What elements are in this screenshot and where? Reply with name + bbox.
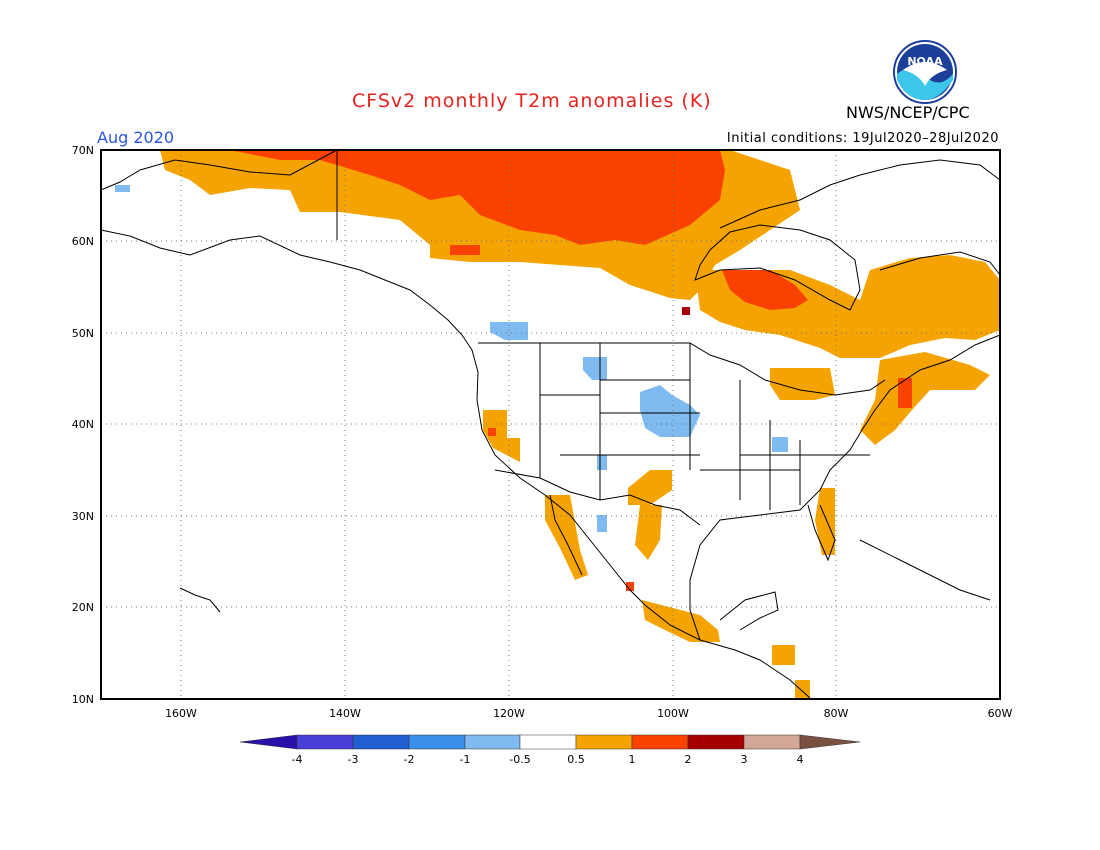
warm-anomaly-greatlakes: [770, 368, 835, 400]
lat-tick-label: 40N: [72, 418, 94, 431]
cool-anomaly-alaska: [115, 185, 130, 192]
cool-anomaly-montana: [583, 357, 607, 380]
cool-anomaly-arizona: [597, 455, 607, 470]
warm-anomaly-strong-dot: [450, 245, 480, 255]
warm-anomaly-mexico-south: [642, 600, 720, 642]
anomaly-fills: [115, 150, 1000, 698]
colorbar-segment: [296, 734, 354, 750]
lat-tick-label: 70N: [72, 144, 94, 157]
lon-tick-label: 160W: [165, 707, 197, 720]
lon-tick-label: 140W: [329, 707, 361, 720]
lon-tick-label: 80W: [824, 707, 849, 720]
cool-anomaly-ohio: [772, 437, 788, 452]
svg-text:NOAA: NOAA: [907, 55, 943, 68]
colorbar-segment: [743, 734, 801, 750]
noaa-logo-icon: NOAA: [893, 40, 957, 104]
colorbar-label: 2: [685, 753, 692, 766]
colorbar-label: -3: [348, 753, 359, 766]
forecast-month: Aug 2020: [97, 128, 175, 147]
colorbar-label: 4: [797, 753, 804, 766]
warm-anomaly-centralamerica: [772, 645, 795, 665]
colorbar-high-arrow: [799, 734, 861, 750]
agency-label: NWS/NCEP/CPC: [846, 103, 970, 122]
warm-anomaly-texas: [628, 470, 672, 505]
colorbar-label: -2: [404, 753, 415, 766]
warm-anomaly-strong-north: [230, 150, 725, 245]
colorbar-segment: [631, 734, 689, 750]
warm-anomaly-strong-northeast: [898, 378, 912, 408]
lat-tick-label: 20N: [72, 601, 94, 614]
warm-anomaly-florida: [815, 488, 835, 555]
colorbar-label: -0.5: [509, 753, 530, 766]
lat-tick-label: 50N: [72, 327, 94, 340]
warm-anomaly-baja: [545, 495, 588, 580]
country-borders: [336, 150, 886, 526]
colorbar-label: 0.5: [567, 753, 585, 766]
colorbar-low-arrow: [239, 734, 298, 750]
colorbar-label: 3: [741, 753, 748, 766]
lat-tick-label: 30N: [72, 510, 94, 523]
colorbar-label: -1: [460, 753, 471, 766]
map-title: CFSv2 monthly T2m anomalies (K): [352, 90, 712, 112]
warm-anomaly-mexico-west: [635, 505, 662, 560]
lat-tick-label: 10N: [72, 693, 94, 706]
lon-tick-label: 120W: [493, 707, 525, 720]
warm-anomaly-california: [483, 410, 520, 462]
colorbar-label: 1: [629, 753, 636, 766]
colorbar-segment: [352, 734, 410, 750]
colorbar-label: -4: [292, 753, 303, 766]
colorbar-segment: [408, 734, 466, 750]
warm-anomaly-strong-spot-2: [626, 582, 634, 591]
colorbar-segment: [687, 734, 745, 750]
lon-tick-label: 100W: [657, 707, 689, 720]
colorbar-segment: [575, 734, 633, 750]
lon-tick-label: 60W: [988, 707, 1013, 720]
warm-anomaly-northeast: [860, 352, 990, 445]
lat-tick-label: 60N: [72, 235, 94, 248]
colorbar-segment: [519, 734, 577, 750]
warm-anomaly-extreme-spot: [682, 307, 690, 315]
colorbar-segment: [464, 734, 521, 750]
coastlines: [100, 149, 1001, 699]
map-frame: [100, 149, 1001, 700]
warm-anomaly-strong-hudson: [722, 270, 808, 310]
lon-axis: 160W 140W 120W 100W 80W 60W: [165, 707, 1012, 720]
lat-axis: 70N 60N 50N 40N 30N 20N 10N: [72, 144, 94, 706]
initial-conditions: Initial conditions: 19Jul2020–28Jul2020: [726, 131, 999, 146]
warm-anomaly-centralamerica-2: [795, 680, 810, 698]
warm-anomaly-strong-spot-1: [488, 428, 496, 436]
colorbar: -4 -3 -2 -1 -0.5 0.5 1 2 3 4: [239, 734, 861, 766]
cool-anomaly-mexico: [597, 515, 607, 532]
cool-anomaly-plains: [640, 385, 700, 437]
